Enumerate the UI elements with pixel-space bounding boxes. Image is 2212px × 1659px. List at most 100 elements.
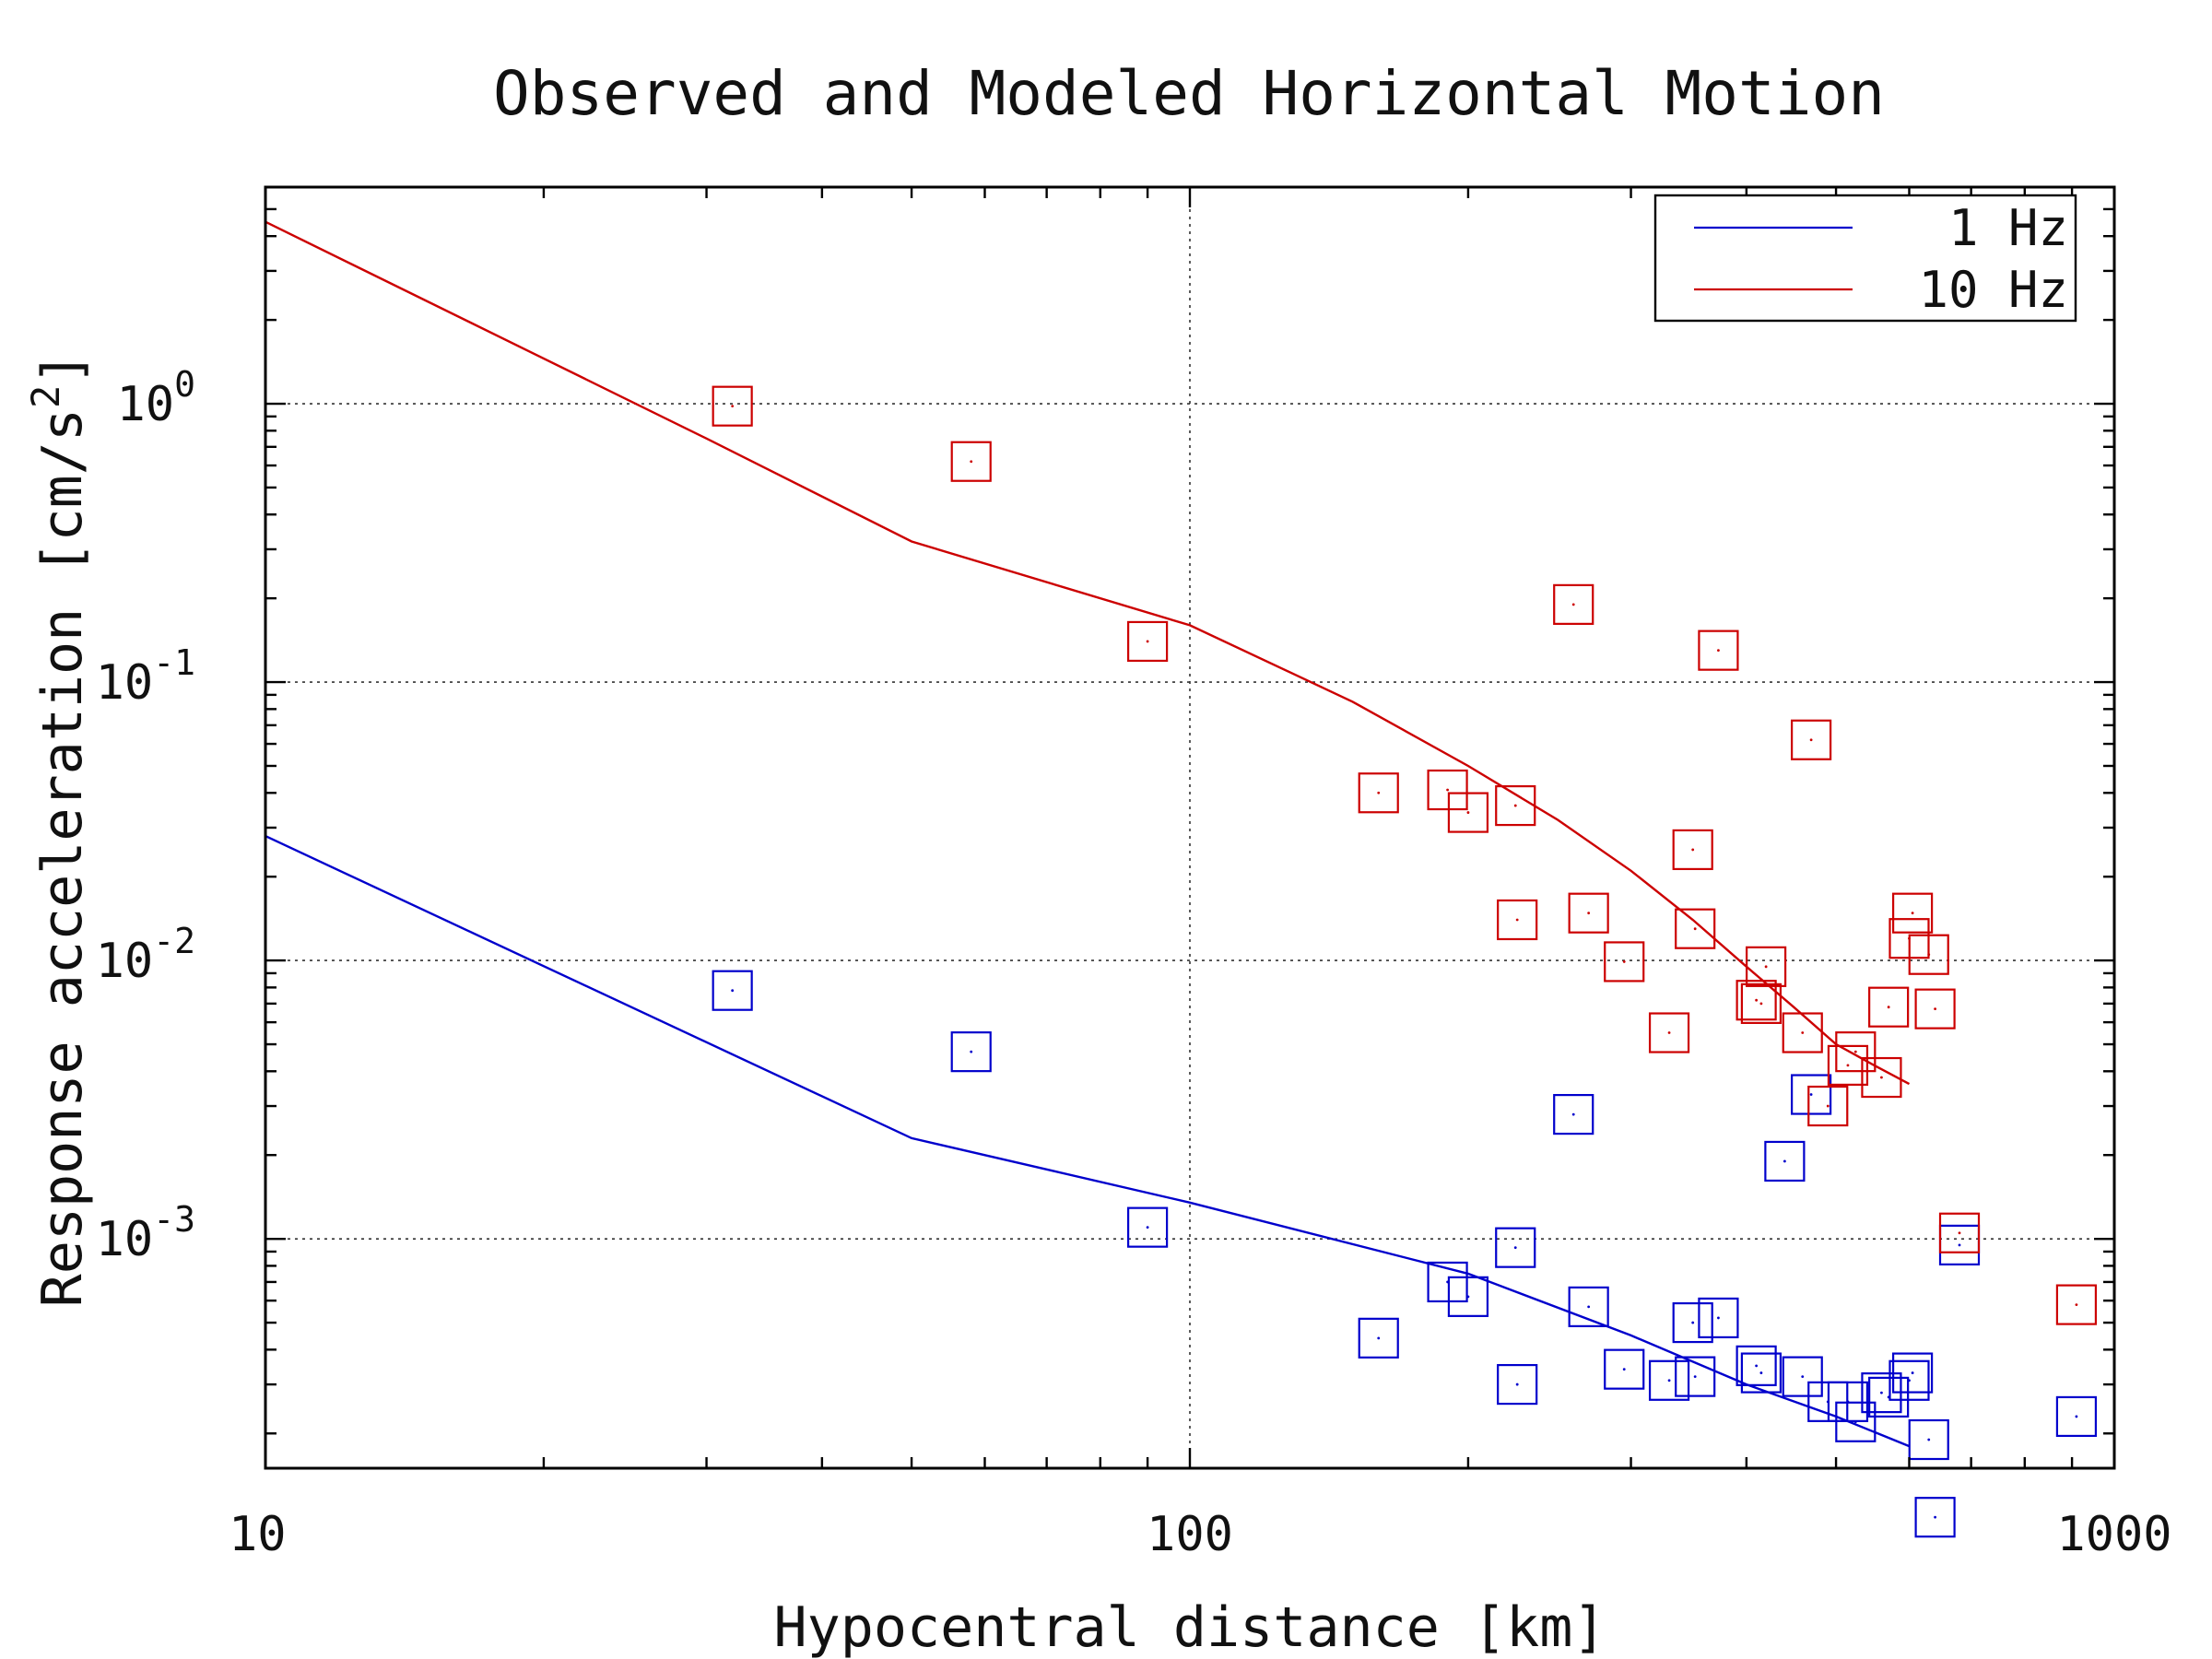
data-point-10hz — [1735, 980, 1777, 1021]
data-point-center-1hz — [1691, 1321, 1695, 1324]
data-point-center-1hz — [1880, 1391, 1883, 1394]
data-point-10hz — [1497, 899, 1538, 941]
data-point-center-10hz — [1146, 640, 1149, 643]
data-point-center-10hz — [1958, 1231, 1961, 1235]
data-point-1hz — [1675, 1356, 1716, 1397]
y-tick-label: 100 — [116, 364, 195, 432]
data-point-1hz — [1835, 1401, 1877, 1442]
data-point-1hz — [1892, 1352, 1934, 1394]
series-1hz — [265, 835, 2098, 1538]
data-point-center-10hz — [1466, 811, 1470, 814]
y-tick-label: 10-2 — [96, 921, 195, 989]
data-point-center-1hz — [1515, 1382, 1519, 1386]
data-point-center-1hz — [1466, 1295, 1470, 1299]
data-point-1hz — [1495, 1227, 1536, 1268]
data-point-center-1hz — [1908, 1379, 1911, 1382]
data-point-center-10hz — [731, 405, 735, 408]
data-point-1hz — [1888, 1359, 1930, 1401]
data-point-center-10hz — [1755, 998, 1759, 1002]
data-point-10hz — [1914, 988, 1956, 1030]
y-tick-label-base: 10 — [116, 377, 174, 432]
legend-box — [1653, 194, 2077, 323]
y-tick-label-base: 10 — [96, 655, 154, 711]
data-point-10hz — [1938, 1212, 1981, 1253]
data-point-1hz — [1358, 1317, 1399, 1359]
data-point-center-10hz — [1801, 1031, 1805, 1034]
x-tick-label: 100 — [1147, 1507, 1233, 1562]
y-tick-label-exponent: -2 — [153, 921, 195, 961]
data-point-center-1hz — [1513, 1246, 1517, 1250]
data-point-1hz — [1497, 1363, 1538, 1406]
data-point-center-10hz — [1764, 965, 1768, 969]
y-tick-label-exponent: 0 — [174, 364, 195, 405]
data-point-center-1hz — [1783, 1159, 1786, 1163]
data-point-1hz — [1908, 1418, 1949, 1461]
data-point-center-1hz — [1693, 1375, 1697, 1379]
y-tick-label: 10-3 — [96, 1199, 195, 1267]
model-line-10hz — [265, 220, 1911, 1086]
data-point-center-10hz — [1717, 649, 1720, 653]
data-point-center-10hz — [1622, 960, 1626, 963]
data-point-1hz — [1740, 1352, 1783, 1394]
data-point-center-10hz — [1809, 738, 1813, 742]
data-point-center-10hz — [1587, 912, 1591, 915]
data-point-1hz — [1604, 1348, 1645, 1390]
data-point-10hz — [1868, 986, 1910, 1028]
data-point-10hz — [1675, 908, 1716, 949]
y-tick-label-exponent: -1 — [153, 642, 195, 683]
series-layer — [265, 220, 2098, 1538]
data-point-center-1hz — [1927, 1438, 1931, 1441]
data-point-1hz — [1553, 1093, 1594, 1135]
data-point-center-1hz — [970, 1050, 973, 1053]
data-point-center-10hz — [1846, 1064, 1850, 1067]
data-point-1hz — [1868, 1376, 1910, 1418]
data-point-center-10hz — [1887, 1006, 1890, 1009]
data-point-10hz — [1604, 941, 1645, 982]
data-point-center-10hz — [1691, 848, 1695, 852]
data-point-10hz — [950, 441, 992, 482]
data-point-1hz — [712, 970, 753, 1011]
data-point-center-10hz — [1693, 927, 1697, 931]
legend: 1 Hz 10 Hz — [1653, 194, 2077, 323]
data-point-center-1hz — [1755, 1364, 1759, 1368]
data-point-1hz — [1648, 1359, 1690, 1401]
data-point-center-10hz — [1667, 1031, 1671, 1034]
data-point-center-10hz — [1377, 791, 1381, 794]
data-point-1hz — [1568, 1286, 1609, 1327]
data-point-10hz — [1553, 583, 1594, 625]
data-point-1hz — [1764, 1140, 1806, 1182]
data-point-10hz — [1827, 1044, 1869, 1087]
data-point-center-1hz — [1622, 1368, 1626, 1371]
model-line-1hz — [265, 835, 1910, 1448]
chart-title: Observed and Modeled Horizontal Motion — [493, 58, 1885, 129]
data-point-center-1hz — [1809, 1093, 1813, 1096]
data-point-10hz — [1648, 1012, 1690, 1053]
data-point-center-1hz — [1801, 1375, 1805, 1379]
data-point-1hz — [2055, 1395, 2098, 1438]
data-point-center-1hz — [2075, 1415, 2078, 1418]
data-point-10hz — [1568, 892, 1609, 934]
data-point-center-1hz — [731, 989, 735, 993]
data-point-center-10hz — [1934, 1007, 1936, 1011]
y-axis-label: Response acceleration [cm/s2] — [23, 352, 95, 1308]
data-point-10hz — [1698, 629, 1739, 671]
x-tick-label: 10 — [229, 1507, 287, 1562]
data-point-10hz — [1495, 784, 1536, 827]
data-point-10hz — [2055, 1284, 2098, 1325]
data-point-center-1hz — [1146, 1226, 1149, 1230]
data-point-center-10hz — [1880, 1076, 1883, 1079]
data-point-1hz — [1782, 1356, 1823, 1397]
data-point-center-10hz — [1446, 788, 1449, 792]
data-point-center-10hz — [1515, 918, 1519, 922]
legend-label-1hz: 1 Hz — [1948, 199, 2068, 257]
data-point-1hz — [1427, 1261, 1468, 1303]
data-point-center-10hz — [2075, 1303, 2078, 1307]
data-point-center-1hz — [1853, 1420, 1857, 1424]
data-point-10hz — [1807, 1085, 1849, 1127]
data-point-10hz — [1447, 792, 1489, 833]
y-tick-label-base: 10 — [96, 1212, 154, 1267]
data-point-10hz — [1782, 1012, 1823, 1053]
data-point-center-1hz — [1759, 1371, 1763, 1374]
data-point-10hz — [1892, 892, 1934, 934]
